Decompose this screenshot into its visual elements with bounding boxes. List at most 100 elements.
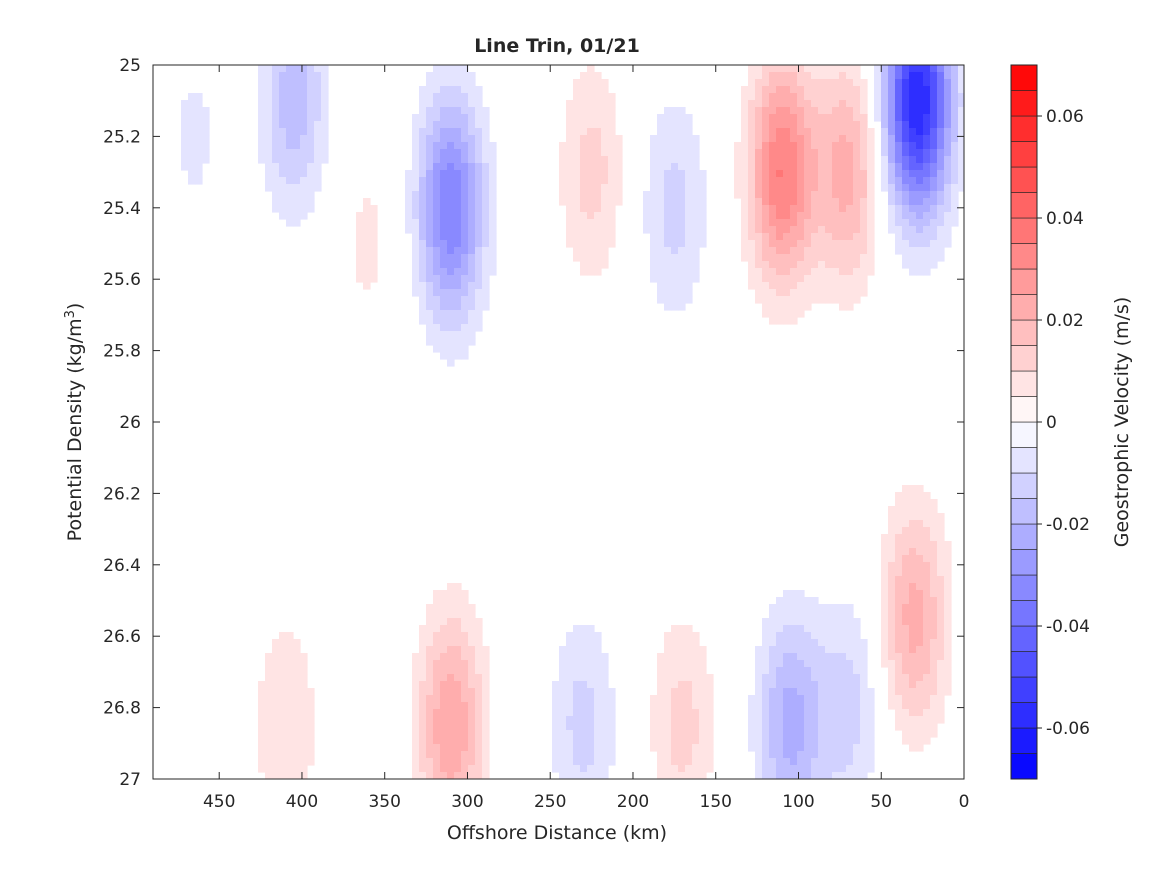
contour-cell <box>937 65 945 73</box>
contour-cell <box>405 184 413 192</box>
contour-cell <box>300 79 308 87</box>
contour-cell <box>678 695 686 703</box>
contour-cell <box>440 688 448 696</box>
contour-cell <box>888 541 896 549</box>
contour-cell <box>440 226 448 234</box>
contour-cell <box>804 72 812 80</box>
contour-cell <box>951 149 959 157</box>
contour-cell <box>286 653 294 661</box>
contour-cell <box>580 142 588 150</box>
contour-cell <box>902 499 910 507</box>
contour-cell <box>412 170 420 178</box>
contour-cell <box>818 639 826 647</box>
contour-cell <box>594 177 602 185</box>
contour-cell <box>314 142 322 150</box>
contour-cell <box>489 254 497 262</box>
contour-cell <box>475 751 483 759</box>
contour-cell <box>923 569 931 577</box>
contour-cell <box>797 303 805 311</box>
contour-cell <box>419 100 427 108</box>
contour-cell <box>853 632 861 640</box>
contour-cell <box>608 212 616 220</box>
contour-cell <box>412 674 420 682</box>
contour-cell <box>881 184 889 192</box>
contour-cell <box>447 604 455 612</box>
contour-cell <box>748 240 756 248</box>
contour-cell <box>783 639 791 647</box>
contour-cell <box>895 114 903 122</box>
contour-cell <box>832 128 840 136</box>
contour-cell <box>468 198 476 206</box>
contour-cell <box>440 198 448 206</box>
contour-cell <box>895 562 903 570</box>
contour-cell <box>419 667 427 675</box>
contour-cell <box>412 681 420 689</box>
contour-cell <box>797 184 805 192</box>
colorbar-level <box>1010 702 1038 729</box>
contour-cell <box>916 730 924 738</box>
contour-cell <box>846 268 854 276</box>
contour-cell <box>286 751 294 759</box>
contour-cell <box>293 205 301 213</box>
contour-cell <box>916 716 924 724</box>
contour-cell <box>671 212 679 220</box>
contour-cell <box>818 233 826 241</box>
contour-cell <box>440 737 448 745</box>
contour-cell <box>440 730 448 738</box>
contour-cell <box>867 758 875 766</box>
contour-cell <box>265 737 273 745</box>
contour-cell <box>755 716 763 724</box>
contour-cell <box>678 177 686 185</box>
contour-cell <box>447 254 455 262</box>
contour-cell <box>923 121 931 129</box>
contour-cell <box>587 156 595 164</box>
contour-cell <box>783 702 791 710</box>
contour-cell <box>664 114 672 122</box>
contour-cell <box>573 660 581 668</box>
contour-cell <box>762 289 770 297</box>
contour-cell <box>468 261 476 269</box>
contour-cell <box>307 730 315 738</box>
contour-cell <box>895 646 903 654</box>
contour-cell <box>685 163 693 171</box>
contour-cell <box>797 751 805 759</box>
contour-cell <box>461 226 469 234</box>
contour-cell <box>664 107 672 115</box>
contour-cell <box>566 695 574 703</box>
contour-cell <box>804 233 812 241</box>
contour-cell <box>776 716 784 724</box>
contour-cell <box>916 240 924 248</box>
contour-cell <box>664 660 672 668</box>
contour-cell <box>867 716 875 724</box>
contour-cell <box>839 730 847 738</box>
contour-cell <box>769 716 777 724</box>
contour-cell <box>846 142 854 150</box>
contour-cell <box>426 79 434 87</box>
contour-cell <box>692 702 700 710</box>
contour-cell <box>447 303 455 311</box>
contour-cell <box>839 233 847 241</box>
contour-cell <box>790 695 798 703</box>
colorbar-frame <box>1010 64 1038 780</box>
contour-cell <box>657 758 665 766</box>
contour-cell <box>433 604 441 612</box>
contour-cell <box>748 744 756 752</box>
contour-cell <box>853 79 861 87</box>
colorbar-level <box>1010 727 1038 754</box>
contour-cell <box>867 226 875 234</box>
contour-cell <box>468 709 476 717</box>
contour-cell <box>265 149 273 157</box>
contour-cell <box>552 737 560 745</box>
contour-cell <box>790 219 798 227</box>
contour-cell <box>762 730 770 738</box>
contour-cell <box>580 765 588 773</box>
contour-cell <box>930 170 938 178</box>
contour-cell <box>265 100 273 108</box>
contour-cell <box>664 681 672 689</box>
contour-cell <box>286 681 294 689</box>
contour-cell <box>594 639 602 647</box>
contour-cell <box>706 702 714 710</box>
contour-cell <box>895 653 903 661</box>
contour-cell <box>272 751 280 759</box>
contour-cell <box>958 121 964 129</box>
